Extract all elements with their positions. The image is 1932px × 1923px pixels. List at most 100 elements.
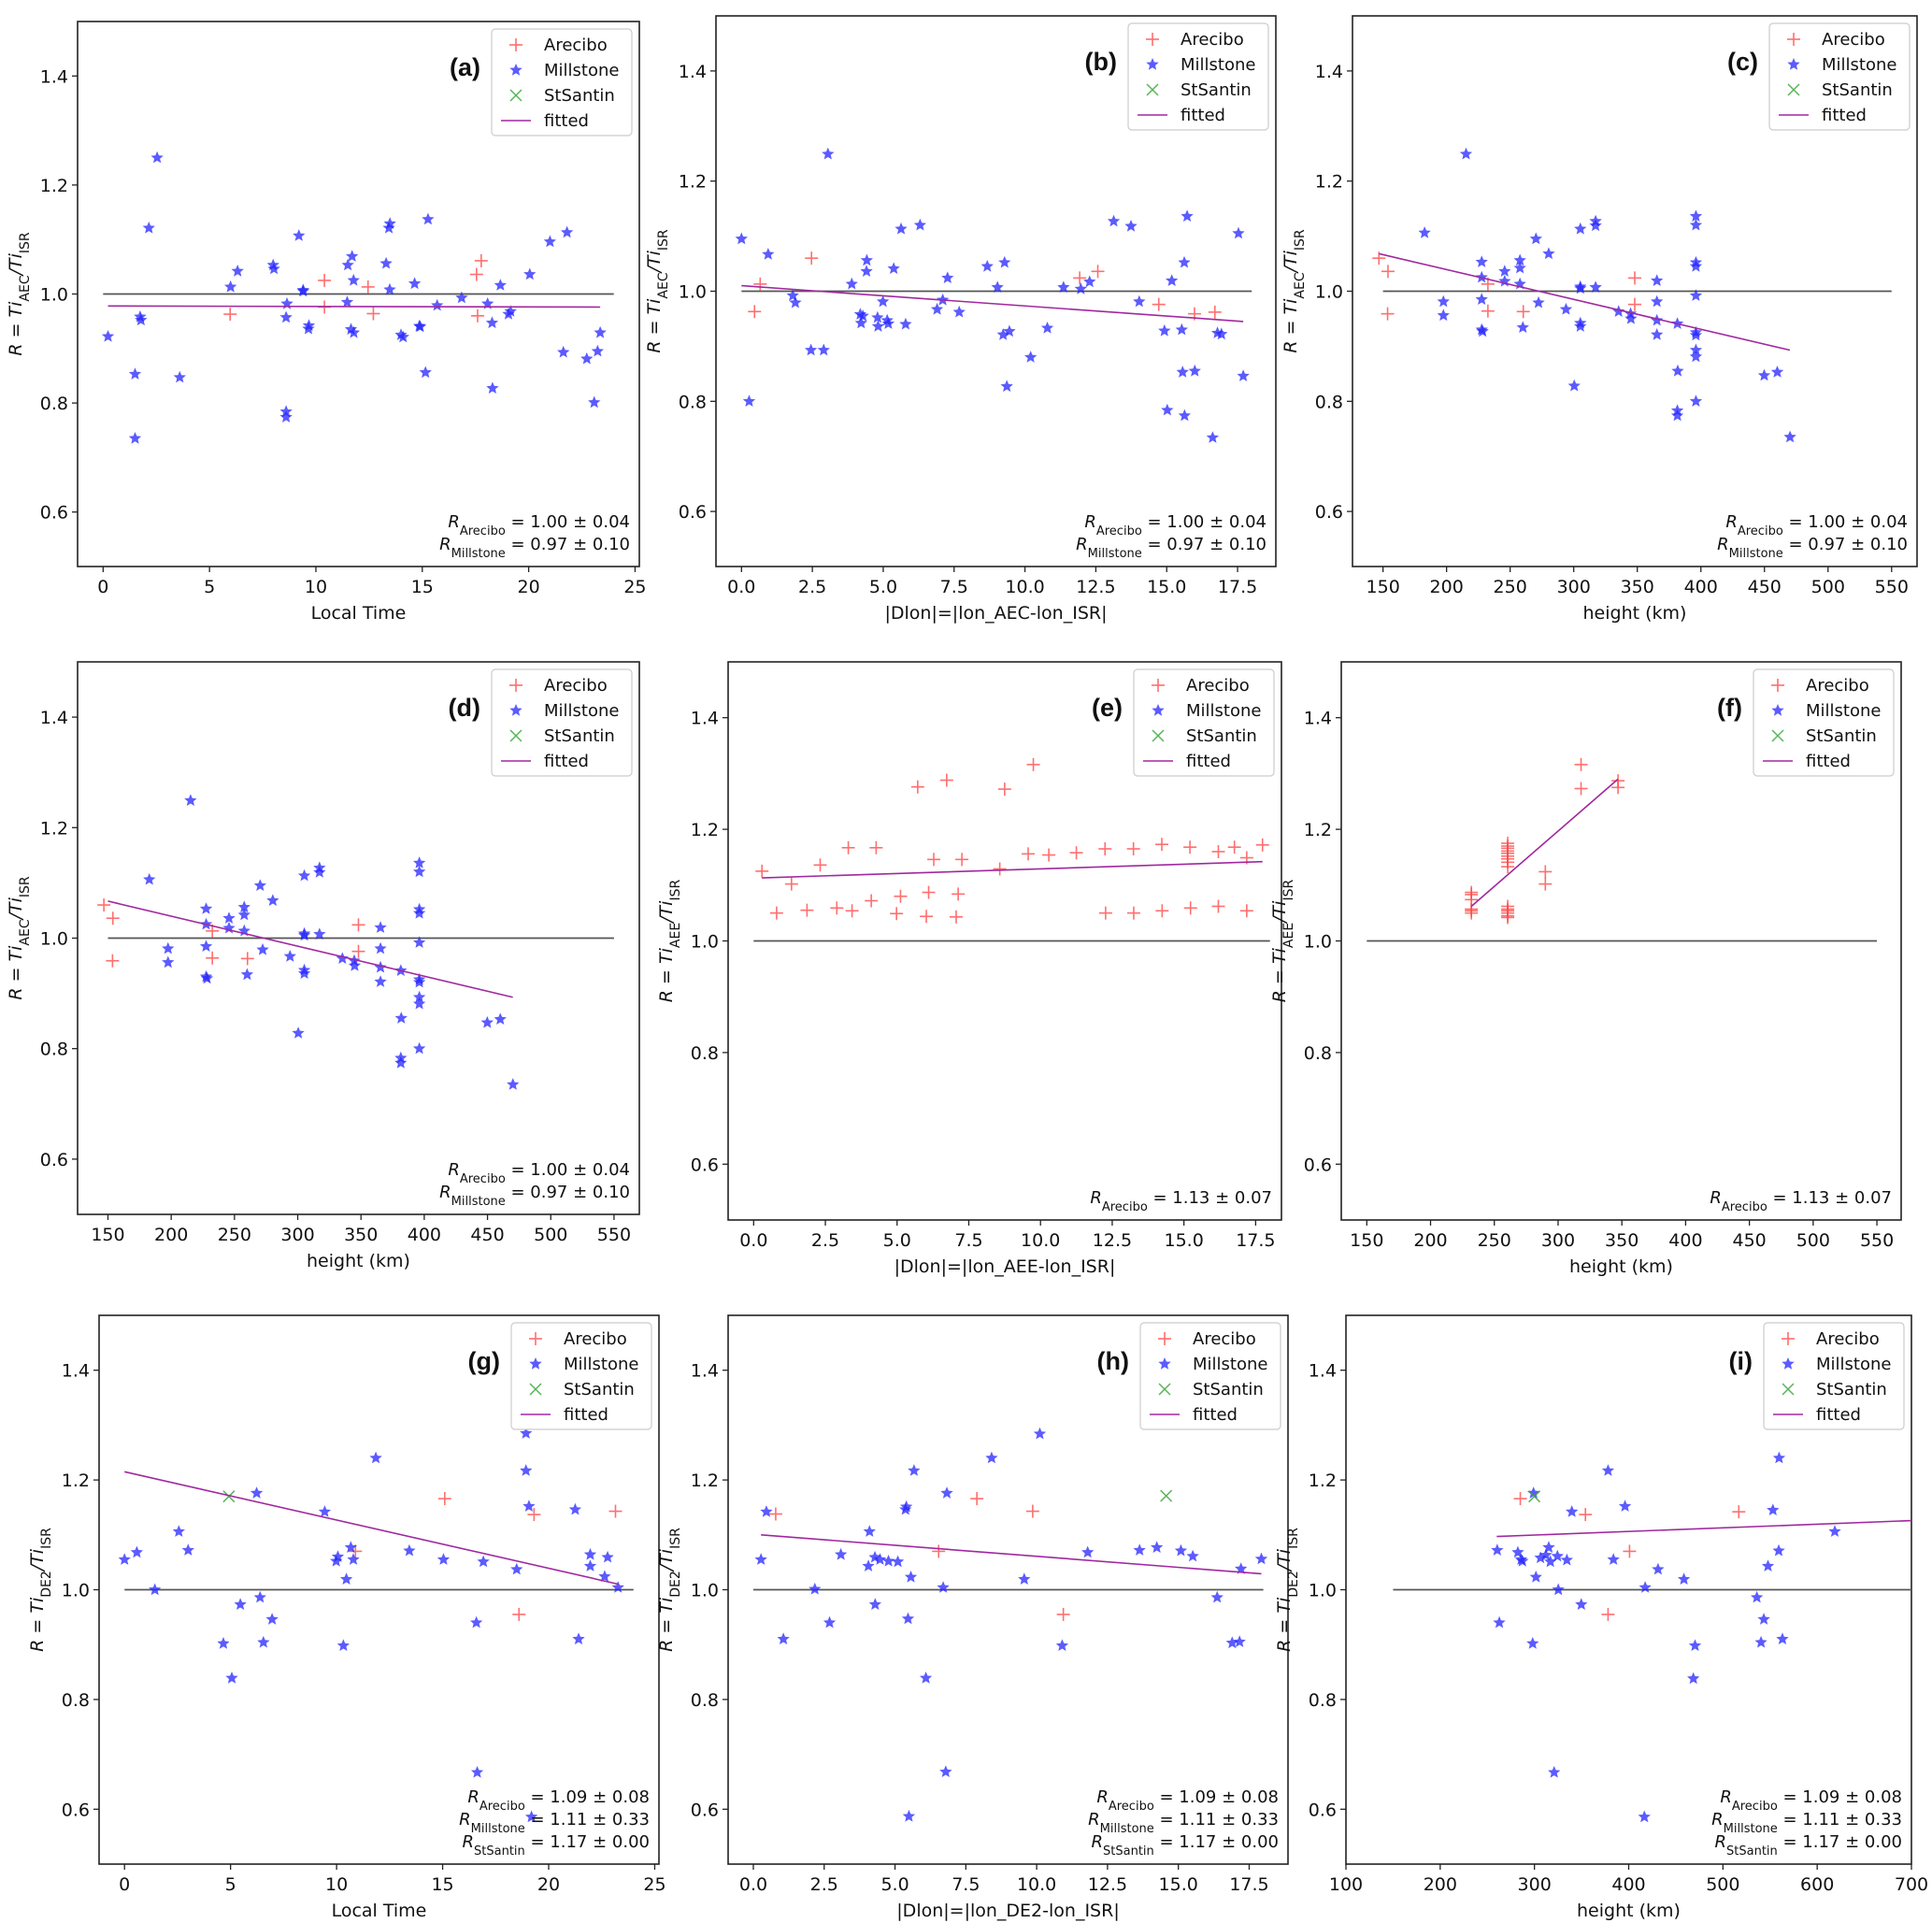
y-tick-label: 1.4 bbox=[1315, 62, 1343, 82]
point-millstone bbox=[1174, 1543, 1188, 1557]
point-millstone bbox=[1624, 312, 1638, 324]
legend-arecibo-marker bbox=[1146, 33, 1159, 46]
point-millstone bbox=[253, 1590, 266, 1603]
point-arecibo bbox=[1025, 1504, 1039, 1518]
point-millstone bbox=[1475, 270, 1488, 283]
stat-symbol: R bbox=[463, 1832, 475, 1852]
legend-stsantin-marker bbox=[1158, 1383, 1171, 1396]
point-millstone bbox=[1770, 366, 1784, 378]
point-arecibo bbox=[206, 951, 220, 965]
point-millstone bbox=[804, 343, 818, 356]
y-axis-label: R = TiAEC/TiISR bbox=[6, 876, 33, 1000]
legend-arecibo-marker bbox=[529, 1332, 542, 1345]
y-axis-label: R = TiAEE/TiISR bbox=[656, 880, 683, 1003]
point-millstone bbox=[1529, 1571, 1542, 1583]
point-millstone bbox=[901, 1612, 915, 1625]
x-tick-label: 5.0 bbox=[880, 1874, 909, 1895]
point-millstone bbox=[394, 1056, 408, 1069]
stat-value: = 0.97 ± 0.10 bbox=[1142, 535, 1267, 554]
panel-a: 0 5 10 15 20 25 0.6 0.8 1.0 1.2 1.4 Local Time R = T… bbox=[6, 21, 647, 624]
point-arecibo bbox=[1611, 781, 1625, 795]
point-arecibo bbox=[1098, 841, 1112, 855]
fitted-line bbox=[741, 284, 1244, 323]
x-tick-label: 17.5 bbox=[1218, 577, 1257, 597]
point-millstone bbox=[222, 911, 236, 924]
y-tick-label: 1.2 bbox=[40, 176, 68, 196]
point-millstone bbox=[224, 280, 237, 293]
legend-stsantin-marker-b bbox=[1787, 83, 1800, 96]
stat-value: = 1.17 ± 0.00 bbox=[1154, 1832, 1279, 1852]
point-arecibo bbox=[1208, 305, 1222, 319]
point-millstone bbox=[494, 1012, 507, 1025]
point-millstone bbox=[1559, 302, 1573, 315]
legend: Arecibo Millstone StSantin fitted bbox=[1768, 22, 1911, 131]
stat-annotation: RArecibo = 1.09 ± 0.08 bbox=[1720, 1787, 1902, 1814]
point-millstone bbox=[1589, 280, 1602, 293]
point-millstone bbox=[601, 1550, 614, 1563]
stat-station: Arecibo bbox=[460, 1172, 506, 1186]
fitted-line bbox=[761, 1534, 1262, 1575]
point-millstone bbox=[279, 410, 293, 423]
point-millstone bbox=[1254, 1552, 1268, 1565]
point-millstone bbox=[940, 1486, 953, 1499]
point-millstone bbox=[817, 343, 830, 356]
point-millstone bbox=[1607, 1553, 1620, 1565]
point-arecibo bbox=[1465, 906, 1479, 920]
x-axis-label: Local Time bbox=[311, 603, 407, 624]
point-arecibo bbox=[1579, 1508, 1593, 1522]
y-label-text: R = Ti bbox=[6, 945, 26, 1000]
x-tick-label: 400 bbox=[1611, 1874, 1645, 1895]
stat-annotation: RMillstone = 1.11 ± 0.33 bbox=[1088, 1810, 1279, 1836]
point-millstone bbox=[256, 942, 269, 955]
point-arecibo bbox=[993, 862, 1007, 876]
point-millstone bbox=[128, 432, 142, 444]
point-millstone bbox=[318, 1505, 332, 1517]
stat-value: = 0.97 ± 0.10 bbox=[1783, 535, 1908, 554]
point-millstone bbox=[237, 924, 250, 937]
x-tick-label: 15.0 bbox=[1159, 1874, 1198, 1895]
point-millstone bbox=[1618, 1500, 1632, 1512]
panel-d: 150 200 250 300 350 400 450 500 550 0.6 0.8 1.0 1.2 1… bbox=[6, 661, 640, 1271]
point-millstone bbox=[742, 395, 756, 407]
legend-frame bbox=[1139, 1322, 1281, 1430]
legend-frame bbox=[1763, 1322, 1905, 1430]
panel-label: (d) bbox=[449, 694, 480, 722]
point-arecibo bbox=[1481, 304, 1495, 318]
legend-label: Arecibo bbox=[1806, 676, 1869, 696]
point-millstone bbox=[930, 302, 944, 315]
point-millstone bbox=[403, 1543, 416, 1557]
point-millstone bbox=[1757, 1613, 1770, 1625]
point-millstone bbox=[1638, 1810, 1651, 1823]
stat-annotation: RArecibo = 1.00 ± 0.04 bbox=[1725, 512, 1908, 538]
x-axis-label: Local Time bbox=[332, 1901, 427, 1921]
panel-label: (b) bbox=[1085, 48, 1117, 76]
point-millstone bbox=[422, 212, 435, 225]
point-arecibo bbox=[1022, 847, 1036, 861]
point-millstone bbox=[1828, 1525, 1841, 1537]
legend-arecibo-marker bbox=[1158, 1332, 1171, 1345]
y-tick-label: 1.2 bbox=[40, 818, 68, 839]
point-millstone bbox=[1671, 364, 1684, 377]
point-millstone bbox=[1178, 255, 1191, 268]
y-tick-label: 0.6 bbox=[1315, 502, 1343, 523]
point-millstone bbox=[1133, 1543, 1146, 1556]
point-millstone bbox=[887, 262, 900, 274]
series-arecibo bbox=[755, 757, 1269, 924]
y-label-text: /Ti bbox=[27, 1548, 48, 1572]
stat-value: = 1.09 ± 0.08 bbox=[525, 1787, 650, 1807]
point-arecibo bbox=[366, 307, 380, 321]
x-axis-label: height (km) bbox=[1569, 1256, 1673, 1277]
y-tick-label: 1.0 bbox=[691, 932, 719, 953]
point-millstone bbox=[1751, 1590, 1764, 1603]
point-arecibo bbox=[805, 251, 819, 265]
stat-annotation: RMillstone = 0.97 ± 0.10 bbox=[439, 535, 630, 561]
point-millstone bbox=[199, 940, 213, 952]
point-arecibo bbox=[1501, 860, 1515, 874]
point-arecibo bbox=[768, 1507, 782, 1521]
y-axis-label: R = TiAEC/TiISR bbox=[6, 232, 33, 356]
point-millstone bbox=[101, 330, 115, 342]
y-tick-label: 1.2 bbox=[691, 1471, 719, 1491]
point-arecibo bbox=[1126, 841, 1140, 855]
legend-millstone-marker bbox=[1787, 58, 1800, 70]
point-millstone bbox=[455, 291, 468, 304]
